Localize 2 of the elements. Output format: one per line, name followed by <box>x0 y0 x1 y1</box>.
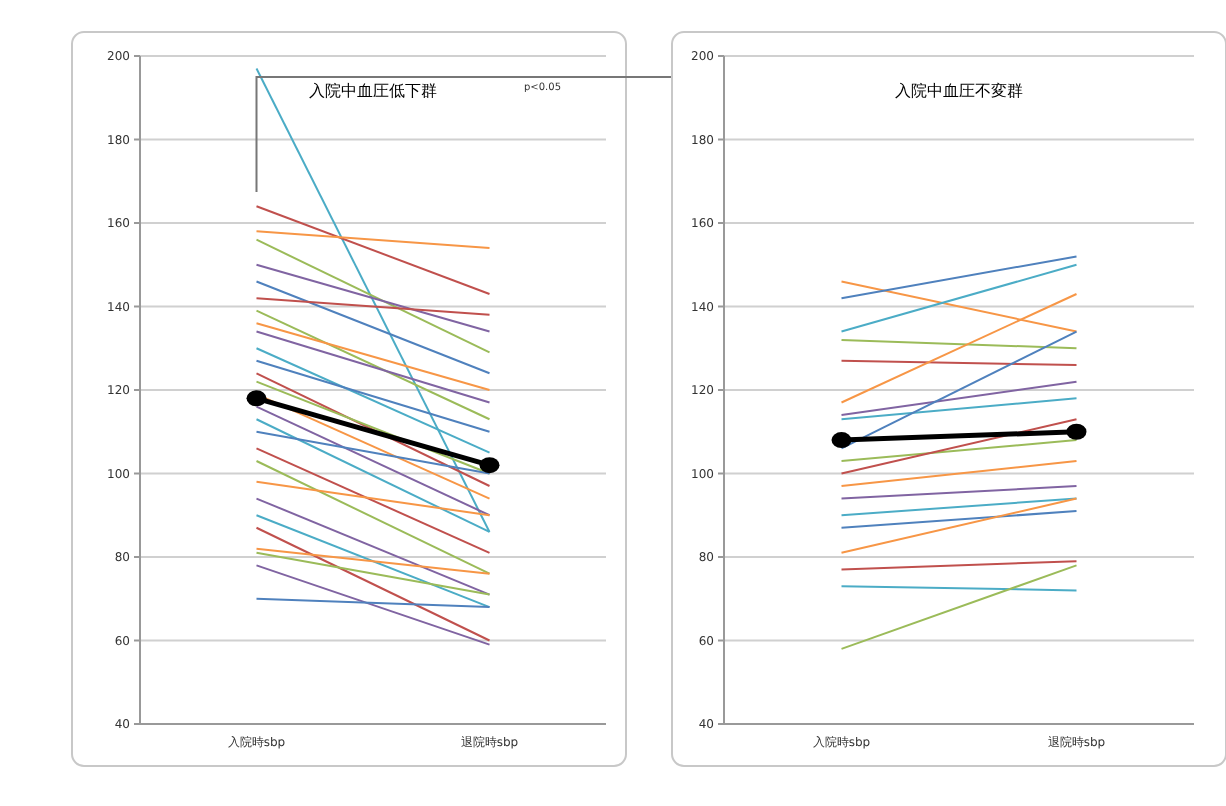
text: 入院中血圧低下群 <box>309 82 437 100</box>
text: 入院中血圧不変群 <box>895 82 1023 100</box>
